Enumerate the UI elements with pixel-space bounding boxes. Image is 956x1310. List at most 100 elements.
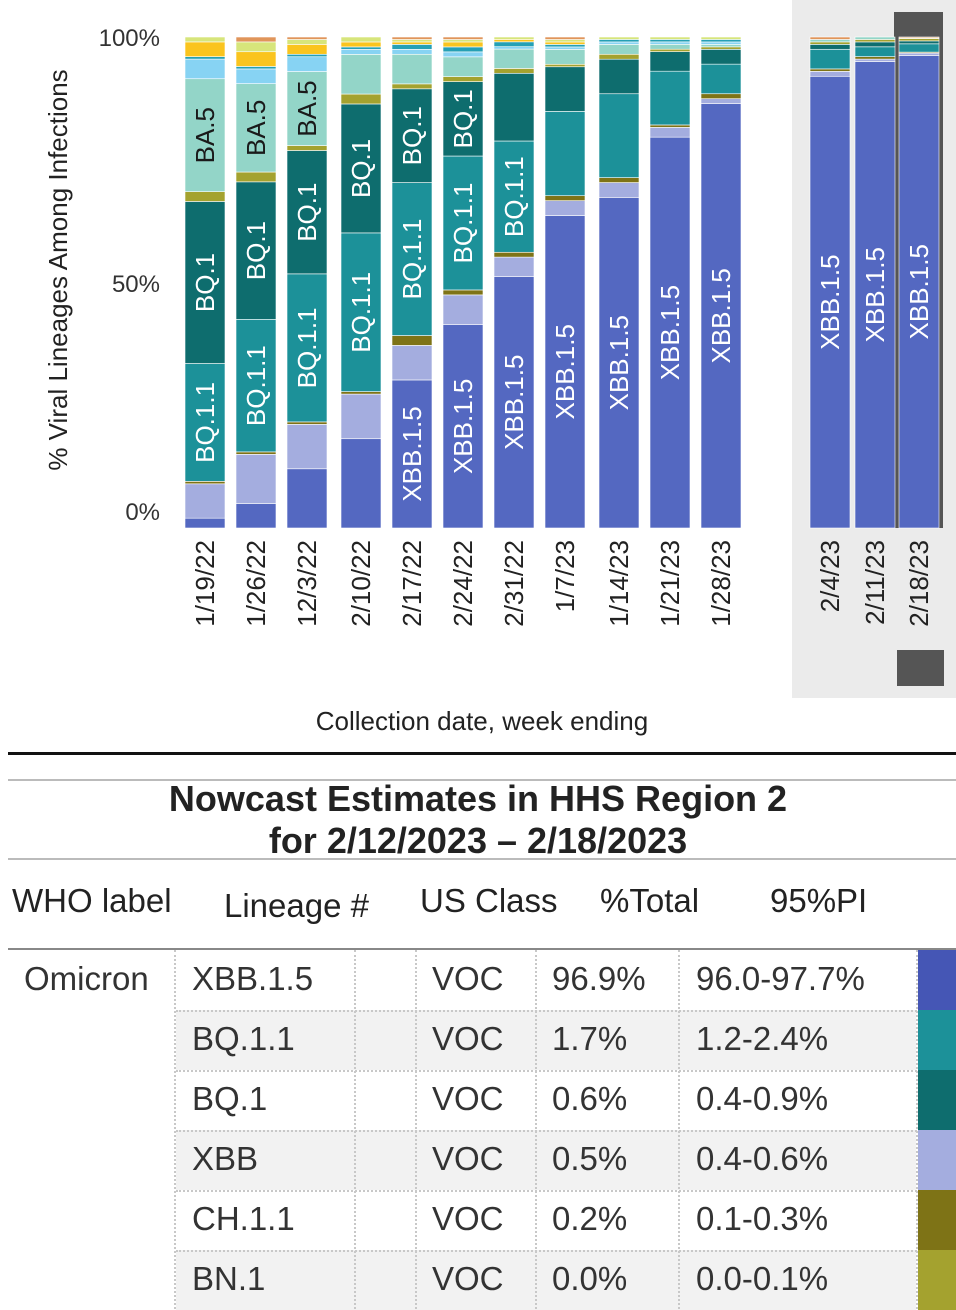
bar-segment-ba-2-family-light-green--11[interactable]	[701, 37, 741, 39]
bar-segment-ba-5-sublineage-light-blue--8[interactable]	[545, 47, 585, 49]
bar-segment-ba-2-family-light-green--3[interactable]	[287, 39, 327, 44]
bar-segment-ba-2-family-light-green--8[interactable]	[545, 39, 585, 41]
bar-segment-ba-5-6[interactable]	[443, 57, 483, 77]
bar-segment-bq-1-12[interactable]	[810, 44, 850, 49]
bar-segment-bq-1-13[interactable]	[855, 42, 895, 47]
bar-segment-bn-1-9[interactable]	[599, 54, 639, 59]
bar-segment-ba-5-sublineage-teal--7[interactable]	[494, 42, 534, 47]
bar-segment-ch-1-1-10[interactable]	[650, 125, 690, 127]
bar-segment-ba-5-7[interactable]	[494, 49, 534, 68]
bar-segment-ch-1-1-4[interactable]	[341, 392, 381, 394]
bar-segment-xbb-2[interactable]	[236, 454, 276, 503]
bar-segment-ba-5-11[interactable]	[701, 44, 741, 46]
bar-segment-ba-2-family-light-green--6[interactable]	[443, 39, 483, 41]
bar-segment-other-orange--6[interactable]	[443, 37, 483, 39]
bar-segment-xbb-1-5-3[interactable]	[287, 469, 327, 528]
bar-segment-ch-1-1-3[interactable]	[287, 422, 327, 424]
bar-segment-ch-1-1-12[interactable]	[810, 69, 850, 71]
bar-segment-bn-1-13[interactable]	[855, 39, 895, 41]
bar-segment-ba-5-5[interactable]	[392, 54, 432, 84]
bar-segment-xbb-3[interactable]	[287, 424, 327, 468]
bar-segment-xbb-1-5-1[interactable]	[185, 518, 225, 528]
bar-segment-ch-1-1-2[interactable]	[236, 452, 276, 454]
bar-segment-ba-5-4[interactable]	[341, 54, 381, 94]
bar-segment-ba-2-family-light-green--9[interactable]	[599, 37, 639, 39]
bar-segment-xbb-6[interactable]	[443, 295, 483, 325]
bar-segment-ba-5-sublineage-light-blue--10[interactable]	[650, 42, 690, 44]
bar-segment-ba-5-sublineage-light-blue--6[interactable]	[443, 52, 483, 57]
bar-segment-other-orange--3[interactable]	[287, 37, 327, 39]
bar-segment-ba-5-sublineage-teal--4[interactable]	[341, 47, 381, 49]
bar-segment-other-orange--2[interactable]	[236, 37, 276, 42]
bar-segment-ba-2-family-light-green--10[interactable]	[650, 37, 690, 39]
bar-segment-bq-1-1-9[interactable]	[599, 94, 639, 178]
bar-segment-ba-5-sublineage-teal--8[interactable]	[545, 44, 585, 46]
bar-segment-bq-1-8[interactable]	[545, 67, 585, 112]
bar-segment-ba-5-sublineage-light-blue--11[interactable]	[701, 42, 741, 44]
bar-segment-ba-5-sublineage-light-blue--4[interactable]	[341, 49, 381, 54]
bar-segment-ba-5-sublineage-light-blue--7[interactable]	[494, 47, 534, 49]
bar-segment-bq-1-14[interactable]	[899, 41, 939, 44]
bar-segment-ba-2-family-yellow--6[interactable]	[443, 42, 483, 47]
bar-segment-ba-2-family-light-green--4[interactable]	[341, 37, 381, 42]
bar-segment-bn-1-11[interactable]	[701, 47, 741, 49]
bar-segment-xbb-1-5-2[interactable]	[236, 503, 276, 528]
bar-segment-ba-2-family-light-green--1[interactable]	[185, 37, 225, 42]
bar-segment-other-orange--8[interactable]	[545, 37, 585, 39]
bar-segment-xbb-8[interactable]	[545, 201, 585, 216]
bar-segment-ba-5-sublineage-teal--10[interactable]	[650, 39, 690, 41]
bar-segment-xbb-4[interactable]	[341, 394, 381, 439]
bar-segment-bq-1-1-10[interactable]	[650, 71, 690, 125]
bar-segment-ba-2-family-yellow--3[interactable]	[287, 44, 327, 54]
bar-segment-bn-1-8[interactable]	[545, 64, 585, 66]
bar-segment-xbb-9[interactable]	[599, 183, 639, 198]
bar-segment-ba-2-family-yellow--4[interactable]	[341, 42, 381, 47]
bar-segment-ch-1-1-11[interactable]	[701, 94, 741, 99]
bar-segment-ba-2-family-yellow--2[interactable]	[236, 52, 276, 67]
bar-segment-bq-1-1-8[interactable]	[545, 111, 585, 195]
bar-segment-ba-5-sublineage-teal--1[interactable]	[185, 57, 225, 59]
bar-segment-ba-5-13[interactable]	[855, 37, 895, 39]
bar-segment-bq-1-1-14[interactable]	[899, 44, 939, 52]
bar-segment-ba-5-sublineage-light-blue--9[interactable]	[599, 42, 639, 44]
bar-segment-bn-1-4[interactable]	[341, 94, 381, 104]
bar-segment-ba-2-family-light-green--2[interactable]	[236, 42, 276, 52]
bar-segment-bq-1-11[interactable]	[701, 49, 741, 64]
bar-segment-ba-2-family-yellow--5[interactable]	[392, 42, 432, 44]
bar-segment-xbb-1[interactable]	[185, 484, 225, 518]
bar-segment-other-orange--14[interactable]	[899, 37, 939, 38]
bar-segment-bn-1-2[interactable]	[236, 172, 276, 182]
bar-segment-bn-1-5[interactable]	[392, 84, 432, 89]
bar-segment-ch-1-1-9[interactable]	[599, 178, 639, 183]
bar-segment-ba-2-family-light-green--5[interactable]	[392, 39, 432, 41]
bar-segment-bn-1-12[interactable]	[810, 42, 850, 44]
bar-segment-ba-5-9[interactable]	[599, 44, 639, 54]
bar-segment-ch-1-1-1[interactable]	[185, 481, 225, 483]
bar-segment-xbb-11[interactable]	[701, 99, 741, 104]
bar-segment-ba-2-family-yellow--8[interactable]	[545, 42, 585, 44]
bar-segment-ba-5-sublineage-teal--6[interactable]	[443, 47, 483, 52]
bar-segment-xbb-1-5-4[interactable]	[341, 439, 381, 528]
bar-segment-ba-5-sublineage-teal--5[interactable]	[392, 44, 432, 49]
bar-segment-ba-5-12[interactable]	[810, 39, 850, 41]
bar-segment-ba-2-family-yellow--1[interactable]	[185, 42, 225, 57]
bar-segment-ba-5-sublineage-teal--3[interactable]	[287, 54, 327, 56]
bar-segment-other-orange--5[interactable]	[392, 37, 432, 39]
bar-segment-ch-1-1-5[interactable]	[392, 336, 432, 346]
bar-segment-bn-1-10[interactable]	[650, 49, 690, 51]
bar-segment-bn-1-3[interactable]	[287, 146, 327, 151]
bar-segment-xbb-14[interactable]	[899, 53, 939, 55]
bar-segment-bq-1-1-13[interactable]	[855, 47, 895, 57]
bar-segment-bq-1-10[interactable]	[650, 52, 690, 72]
bar-segment-xbb-12[interactable]	[810, 71, 850, 76]
bar-segment-ba-5-sublineage-teal--9[interactable]	[599, 39, 639, 41]
bar-segment-bn-1-7[interactable]	[494, 68, 534, 73]
bar-segment-ba-5-sublineage-light-blue--1[interactable]	[185, 59, 225, 79]
bar-segment-xbb-7[interactable]	[494, 257, 534, 276]
bar-segment-other-orange--12[interactable]	[810, 37, 850, 39]
bar-segment-bq-1-1-12[interactable]	[810, 49, 850, 69]
bar-segment-xbb-5[interactable]	[392, 345, 432, 380]
bar-segment-ch-1-1-13[interactable]	[855, 57, 895, 59]
bar-segment-bq-1-9[interactable]	[599, 59, 639, 94]
bar-segment-ba-5-sublineage-light-blue--3[interactable]	[287, 57, 327, 72]
